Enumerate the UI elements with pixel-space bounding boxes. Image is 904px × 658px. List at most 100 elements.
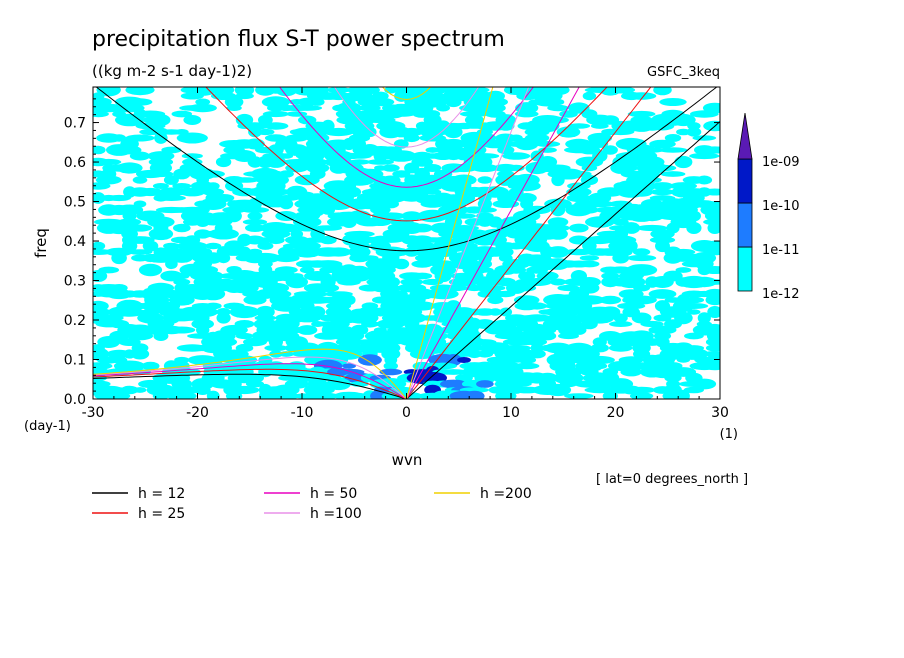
spectrum-cell: [464, 114, 484, 126]
spectrum-cell: [310, 98, 325, 106]
spectrum-cell: [551, 98, 565, 106]
spectrum-cell: [650, 229, 675, 239]
spectrum-cell: [248, 126, 262, 138]
spectrum-cell: [627, 110, 656, 118]
spectrum-cell: [135, 122, 166, 130]
spectrum-cell: [627, 386, 656, 394]
chart-title: precipitation flux S-T power spectrum: [92, 27, 505, 52]
colorbar-swatch: [737, 202, 753, 248]
spectrum-cell: [170, 253, 193, 263]
spectrum-cell: [676, 357, 691, 363]
spectrum-cell: [375, 212, 407, 220]
model-label: GSFC_3keq: [647, 65, 720, 80]
spectrum-cell: [141, 361, 160, 371]
spectrum-cell: [361, 313, 379, 323]
dispersion-curve-h200: [93, 87, 494, 399]
spectrum-cell: [705, 337, 720, 347]
spectrum-cell: [273, 253, 300, 263]
spectrum-cell: [687, 309, 701, 315]
spectrum-cell: [235, 332, 254, 340]
spectrum-cell: [245, 138, 265, 150]
spectrum-cell: [263, 122, 289, 130]
spectrum-cell: [166, 391, 197, 399]
spectrum-cell: [154, 132, 168, 144]
spectrum-cell: [196, 324, 210, 336]
spectrum-cell: [120, 385, 139, 395]
spectrum-cell: [183, 115, 202, 125]
spectrum-cell: [187, 306, 219, 318]
y-tick-label: 0.2: [64, 313, 86, 329]
colorbar-label: 1e-09: [762, 155, 800, 170]
spectrum-cell: [163, 175, 179, 185]
spectrum-cell: [153, 331, 169, 341]
spectrum-cell: [256, 305, 275, 319]
spectrum-cell: [506, 282, 527, 294]
spectrum-cell: [517, 284, 537, 292]
colorbar-label: 1e-10: [762, 199, 800, 214]
spectrum-cell: [653, 314, 672, 322]
spectrum-cell: [580, 206, 599, 214]
spectrum-cell: [692, 378, 717, 390]
spectrum-cell: [342, 294, 356, 306]
spectrum-cell: [348, 133, 371, 143]
spectrum-cell: [381, 276, 400, 288]
spectrum-cell: [706, 240, 720, 252]
spectrum-cell: [152, 183, 169, 189]
spectrum-cell: [422, 278, 444, 286]
spectrum-cell: [359, 104, 381, 112]
spectrum-cell: [297, 97, 317, 107]
spectrum-cell: [337, 278, 361, 286]
spectrum-cell: [279, 153, 294, 159]
spectrum-cell: [622, 222, 641, 234]
spectrum-cell: [273, 392, 300, 399]
spectrum-cell: [440, 146, 467, 154]
spectrum-cell: [224, 96, 244, 108]
y-tick-label: 0.5: [64, 195, 86, 211]
spectrum-cell: [689, 110, 719, 118]
spectrum-cell: [436, 104, 450, 112]
spectrum-cell: [506, 266, 527, 274]
spectrum-cell: [409, 348, 435, 360]
spectrum-cell: [547, 217, 569, 227]
spectrum-cell: [132, 176, 148, 184]
legend-item: h = 12: [92, 486, 185, 502]
spectrum-cell: [206, 390, 220, 399]
spectrum-cell: [516, 193, 537, 203]
legend: h = 12 h = 25 h = 50 h =100 h =200: [92, 486, 532, 522]
spectrum-cell: [206, 182, 220, 190]
spectrum-cell: [559, 110, 578, 118]
spectrum-cell: [584, 200, 616, 208]
spectrum-field: [93, 87, 720, 399]
spectrum-cell: [607, 128, 635, 136]
spectrum-cell: [459, 111, 489, 117]
spectrum-cell: [247, 212, 263, 220]
x-unit-label: (1): [720, 427, 738, 442]
spectrum-cell: [97, 336, 121, 348]
spectrum-cell: [626, 295, 657, 305]
spectrum-cell: [705, 294, 720, 306]
spectrum-cell: [547, 104, 569, 112]
spectrum-cell: [424, 164, 442, 172]
spectrum-cell: [116, 162, 143, 174]
spectrum-cell: [515, 102, 539, 114]
spectrum-cell: [550, 278, 566, 286]
spectrum-cell: [156, 195, 186, 201]
spectrum-cell: [441, 138, 466, 150]
x-tick-label: -10: [291, 405, 314, 421]
spectrum-cell: [556, 126, 581, 138]
x-tick-label: -20: [186, 405, 209, 421]
spectrum-cell: [587, 132, 613, 144]
spectrum-cell: [324, 291, 353, 297]
spectrum-cell: [626, 254, 657, 262]
x-tick-label: 30: [711, 405, 729, 421]
spectrum-cell: [496, 290, 516, 298]
spectrum-cell: [93, 192, 106, 204]
y-tick-label: 0.4: [64, 234, 86, 250]
x-tick-label: 0: [402, 405, 411, 421]
spectrum-cell: [566, 193, 592, 203]
spectrum-cell: [412, 272, 433, 280]
chart-subtitle: ((kg m-2 s-1 day-1)2): [92, 62, 252, 80]
spectrum-cell: [386, 150, 417, 162]
spectrum-cell: [126, 331, 154, 341]
x-axis-label: wvn: [392, 451, 423, 469]
